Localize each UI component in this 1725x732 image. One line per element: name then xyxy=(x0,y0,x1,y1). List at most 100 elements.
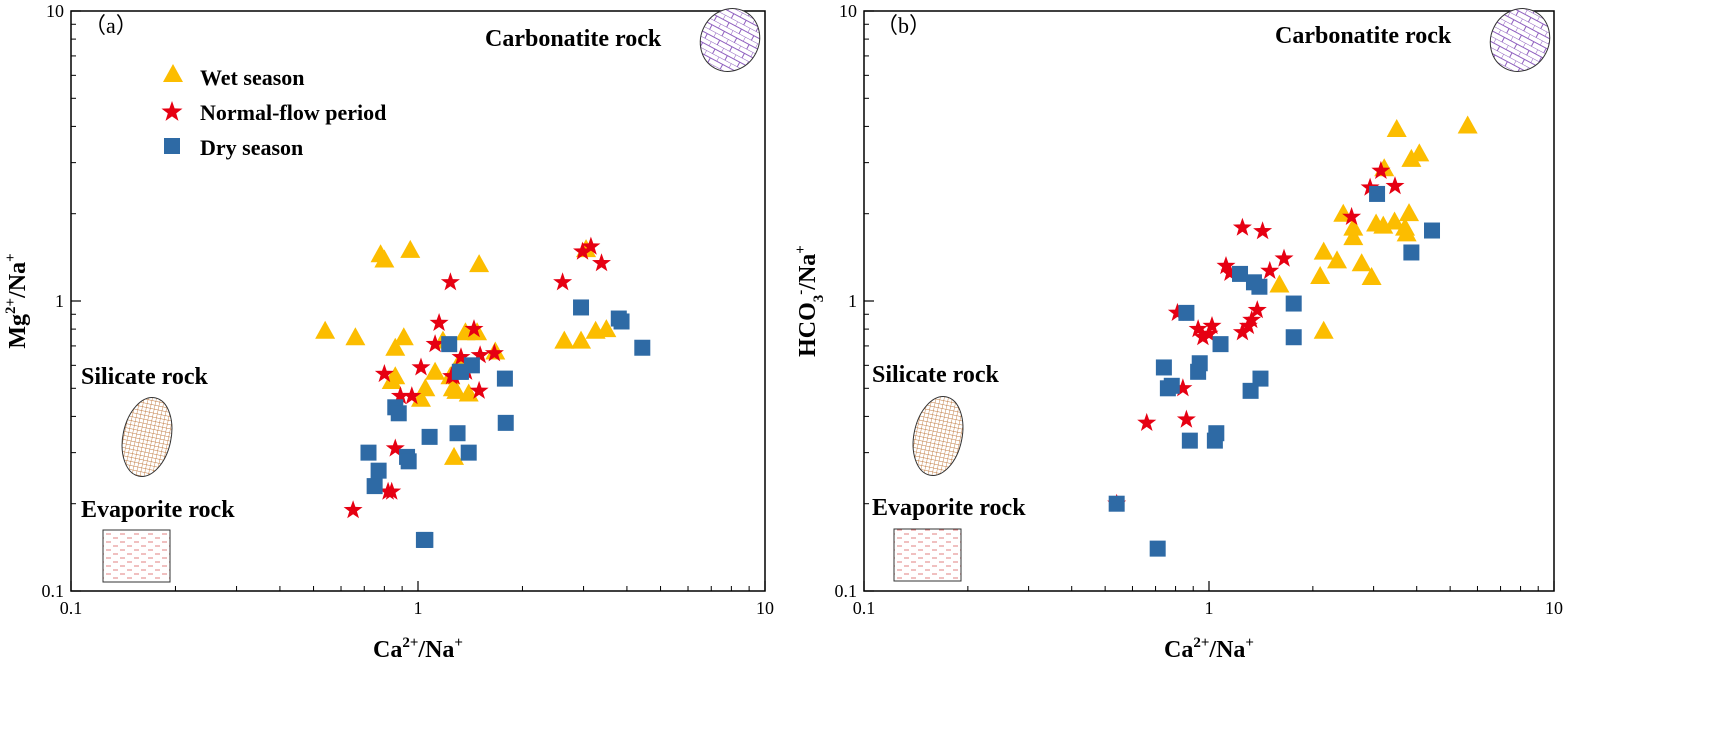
data-point-wet-season xyxy=(1313,320,1334,339)
data-point-normal-flow xyxy=(1176,409,1196,428)
silicate-label: Silicate rock xyxy=(872,362,1000,388)
data-point-wet-season xyxy=(385,366,406,385)
y-tick-label: 10 xyxy=(839,1,857,21)
data-point-dry-season xyxy=(360,444,377,461)
data-point-normal-flow xyxy=(1247,300,1267,319)
data-point-wet-season xyxy=(1384,211,1405,230)
x-tick-label: 1 xyxy=(414,598,423,618)
data-point-normal-flow xyxy=(470,345,490,364)
data-point-wet-season xyxy=(1457,115,1478,134)
data-point-dry-season xyxy=(573,299,590,316)
data-point-dry-season xyxy=(1181,432,1198,449)
data-point-wet-season xyxy=(345,327,366,346)
data-point-wet-season xyxy=(1399,203,1420,222)
data-points xyxy=(315,236,651,548)
data-point-normal-flow xyxy=(1167,302,1187,321)
y-axis: 0.1 1 10 Mg2+/Na+ xyxy=(3,1,81,601)
data-point-dry-season xyxy=(497,414,514,431)
data-point-wet-season xyxy=(1351,253,1372,272)
legend-item-dry: Dry season xyxy=(164,135,303,160)
data-point-wet-season xyxy=(1313,241,1334,260)
y-axis-label: HCO3-/Na+ xyxy=(793,245,827,357)
data-point-wet-season xyxy=(571,330,592,349)
data-point-dry-season xyxy=(1251,278,1268,295)
data-point-normal-flow xyxy=(1216,256,1236,275)
data-point-wet-season xyxy=(442,378,463,397)
data-point-normal-flow xyxy=(464,319,484,338)
data-point-normal-flow xyxy=(1193,327,1213,346)
data-point-normal-flow xyxy=(429,313,449,331)
data-point-wet-season xyxy=(315,320,336,339)
data-point-dry-season xyxy=(421,428,438,445)
data-point-dry-season xyxy=(449,425,466,442)
legend-label-dry: Dry season xyxy=(200,135,303,160)
data-point-dry-season xyxy=(1155,359,1172,376)
silicate-symbol xyxy=(912,396,964,476)
data-point-normal-flow xyxy=(1188,319,1208,338)
data-point-dry-season xyxy=(1424,222,1441,239)
data-point-dry-season xyxy=(1369,185,1386,202)
data-point-wet-season xyxy=(415,378,436,397)
data-point-dry-season xyxy=(1242,382,1259,399)
carbonatite-label: Carbonatite rock xyxy=(1275,23,1452,49)
x-tick-label: 10 xyxy=(756,598,774,618)
data-point-dry-season xyxy=(1163,377,1180,394)
data-point-dry-season xyxy=(1108,495,1125,512)
legend: Wet season Normal-flow period Dry season xyxy=(161,64,386,160)
y-tick-label: 1 xyxy=(848,291,857,311)
y-tick-label: 1 xyxy=(55,291,64,311)
data-point-dry-season xyxy=(1403,244,1420,261)
data-point-normal-flow xyxy=(451,347,471,366)
panel-label: （a） xyxy=(84,13,138,38)
data-point-normal-flow xyxy=(573,241,593,260)
data-point-dry-season xyxy=(1285,329,1302,346)
silicate-symbol xyxy=(121,397,173,477)
data-point-dry-season xyxy=(441,336,458,353)
data-point-dry-season xyxy=(400,453,417,470)
panel-a: （a） 0.1 1 10 Ca2+/Na+ 0.1 1 10 Mg2+/Na+ … xyxy=(3,1,774,663)
data-point-dry-season xyxy=(1208,425,1225,442)
data-point-normal-flow xyxy=(1202,316,1222,335)
data-point-wet-season xyxy=(1386,118,1407,137)
data-point-wet-season xyxy=(1343,227,1364,246)
y-minor-ticks xyxy=(71,23,76,505)
data-point-dry-season xyxy=(417,531,434,548)
legend-star-marker xyxy=(161,101,183,121)
data-point-dry-season xyxy=(1285,295,1302,312)
data-point-normal-flow xyxy=(1232,322,1252,341)
data-point-normal-flow xyxy=(411,357,431,376)
legend-square-marker xyxy=(164,138,180,154)
data-point-normal-flow xyxy=(440,272,460,291)
legend-label-wet: Wet season xyxy=(200,65,305,90)
data-point-dry-season xyxy=(1212,336,1229,353)
data-point-wet-season xyxy=(1269,274,1290,293)
data-point-dry-season xyxy=(1232,265,1249,282)
data-point-normal-flow xyxy=(425,334,445,353)
data-point-normal-flow xyxy=(382,481,402,500)
data-point-dry-season xyxy=(496,370,513,387)
data-point-dry-season xyxy=(460,444,477,461)
data-point-normal-flow xyxy=(1220,262,1240,281)
data-point-wet-season xyxy=(458,383,479,402)
carbonatite-symbol xyxy=(1489,8,1551,72)
data-point-dry-season xyxy=(634,339,651,356)
data-point-wet-season xyxy=(554,330,575,349)
y-tick-label: 10 xyxy=(46,1,64,21)
data-point-normal-flow xyxy=(402,386,422,405)
x-minor-ticks xyxy=(174,586,750,591)
data-point-wet-season xyxy=(596,319,617,338)
data-point-dry-season xyxy=(390,405,407,422)
x-axis-label: Ca2+/Na+ xyxy=(1164,635,1254,663)
evaporite-label: Evaporite rock xyxy=(81,497,235,523)
y-tick-label: 0.1 xyxy=(42,581,65,601)
data-point-dry-season xyxy=(1252,370,1269,387)
data-point-wet-season xyxy=(1327,250,1348,269)
data-point-wet-season xyxy=(374,249,395,268)
carbonatite-symbol xyxy=(699,8,761,72)
data-point-wet-season xyxy=(1343,217,1364,236)
data-point-normal-flow xyxy=(1232,217,1252,236)
data-point-normal-flow xyxy=(553,272,573,291)
evaporite-symbol xyxy=(102,529,171,583)
data-point-wet-season xyxy=(385,337,406,356)
